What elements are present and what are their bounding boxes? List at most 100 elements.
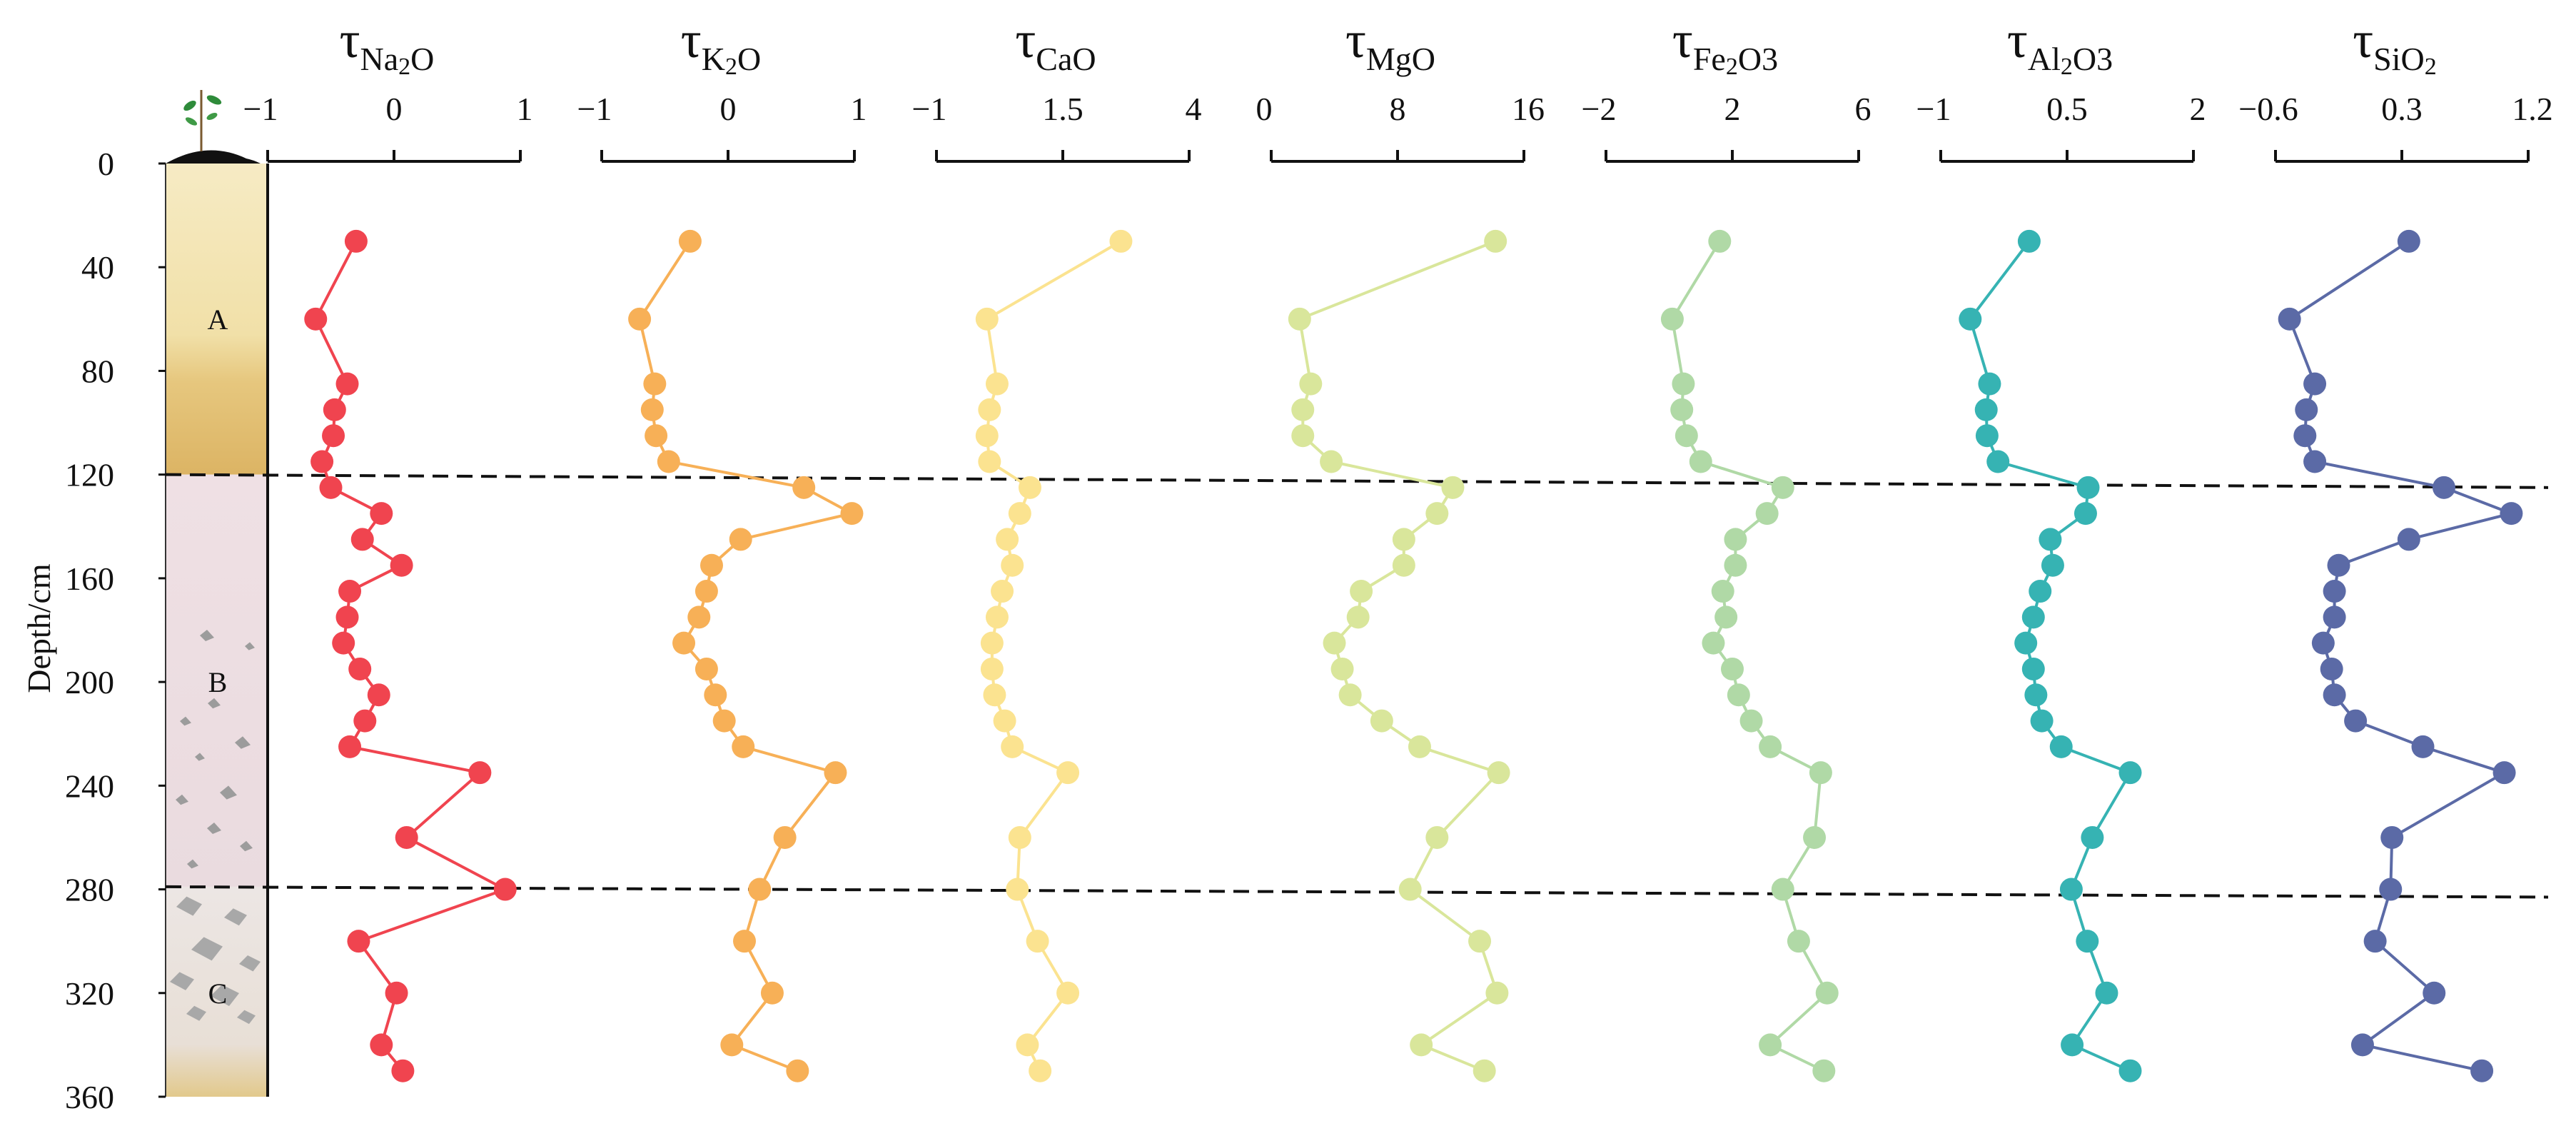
panel-τFe2O3: −2 2 6 τFe2O3 — [1582, 11, 1872, 1082]
panel-title: τCaO — [1015, 11, 1096, 77]
data-point — [2076, 476, 2100, 499]
data-point — [2118, 1059, 2142, 1082]
data-point — [1392, 553, 1415, 577]
gravel-mark — [245, 642, 255, 650]
data-point — [1708, 229, 1732, 253]
data-point — [1473, 1059, 1496, 1082]
title-sub-tail: O — [737, 41, 761, 77]
data-point — [2118, 761, 2142, 785]
data-point — [1392, 528, 1415, 551]
x-tick-label: 2 — [1724, 91, 1741, 127]
gravel-mark — [195, 753, 205, 761]
data-point — [395, 825, 418, 849]
sapling-icon — [183, 90, 222, 151]
soil-mound — [166, 150, 261, 164]
data-point — [1689, 450, 1712, 473]
data-point — [344, 229, 368, 253]
data-point — [978, 450, 1001, 473]
data-point — [840, 502, 864, 526]
data-point — [323, 398, 346, 421]
x-tick-label: 6 — [1855, 91, 1872, 127]
data-point — [2061, 1033, 2084, 1057]
data-point — [335, 605, 359, 629]
data-point — [1001, 553, 1024, 577]
data-point — [643, 372, 667, 396]
data-point — [2017, 229, 2041, 253]
data-point — [1291, 424, 1315, 448]
title-sub: K — [702, 41, 725, 77]
data-point — [304, 307, 328, 331]
x-tick-label: −2 — [1582, 91, 1617, 127]
data-point — [1346, 605, 1370, 629]
panel-τMgO: 0 8 16 τMgO — [1256, 11, 1545, 1082]
horizon-label: A — [208, 303, 228, 336]
data-point — [322, 424, 345, 448]
data-point — [1975, 424, 1999, 448]
data-point — [1485, 981, 1509, 1005]
gravel-mark — [191, 937, 223, 961]
horizon-b-gravel — [176, 630, 255, 869]
x-tick-label: 1.2 — [2512, 91, 2553, 127]
title-sub-tail: O3 — [2073, 41, 2113, 77]
data-point — [1702, 631, 1725, 655]
horizon-b-layer — [166, 474, 268, 887]
data-point — [2344, 709, 2368, 733]
data-point — [2363, 930, 2387, 953]
data-point — [1029, 1059, 1052, 1082]
data-point — [792, 476, 816, 499]
data-point — [2029, 580, 2052, 603]
data-point — [2320, 657, 2343, 680]
data-point — [1330, 657, 1354, 680]
panel-title: τSiO2 — [2353, 11, 2437, 80]
data-point — [1978, 372, 2001, 396]
data-point — [335, 372, 359, 396]
soil-column: A B C — [165, 90, 268, 1097]
depth-axis: 0 40 80 120 160 200 240 280 320 360 — [65, 146, 269, 1115]
title-tau: τ — [1345, 11, 1366, 69]
data-point — [2039, 528, 2062, 551]
data-point — [2423, 981, 2446, 1005]
title-sub-index: 2 — [2061, 54, 2073, 80]
data-point — [1724, 553, 1747, 577]
y-tick-label: 0 — [98, 146, 114, 182]
data-point — [370, 502, 393, 526]
data-point — [1350, 580, 1373, 603]
data-point — [1974, 398, 1998, 421]
data-point — [1815, 981, 1839, 1005]
data-point — [319, 476, 343, 499]
x-tick-label: 1 — [517, 91, 533, 127]
x-tick-label: 0 — [1256, 91, 1273, 127]
title-sub: Na — [360, 41, 399, 77]
data-point — [2041, 553, 2064, 577]
data-point — [2323, 580, 2346, 603]
data-point — [1670, 398, 1694, 421]
data-point — [1771, 476, 1794, 499]
panel-title: τFe2O3 — [1672, 11, 1778, 80]
data-point — [2303, 450, 2327, 473]
data-point — [645, 424, 668, 448]
series-line — [1298, 240, 1502, 1072]
data-point — [338, 580, 362, 603]
data-point — [1299, 372, 1323, 396]
data-point — [980, 657, 1004, 680]
gravel-mark — [207, 823, 221, 834]
data-point — [1787, 930, 1810, 953]
title-sub-tail: O3 — [1738, 41, 1778, 77]
x-tick-label: 1.5 — [1042, 91, 1084, 127]
data-point — [628, 307, 652, 331]
data-point — [1338, 683, 1362, 707]
gravel-mark — [176, 794, 188, 805]
data-point — [672, 631, 696, 655]
x-tick-label: 0.5 — [2046, 91, 2088, 127]
panel-τK2O: −1 0 1 τK2O — [577, 11, 867, 1082]
data-point — [975, 424, 999, 448]
data-point — [353, 709, 377, 733]
data-point — [712, 709, 736, 733]
data-point — [786, 1059, 809, 1082]
data-point — [2024, 683, 2048, 707]
data-point — [1288, 307, 1311, 331]
data-point — [1711, 580, 1734, 603]
data-point — [733, 930, 757, 953]
data-point — [983, 683, 1006, 707]
